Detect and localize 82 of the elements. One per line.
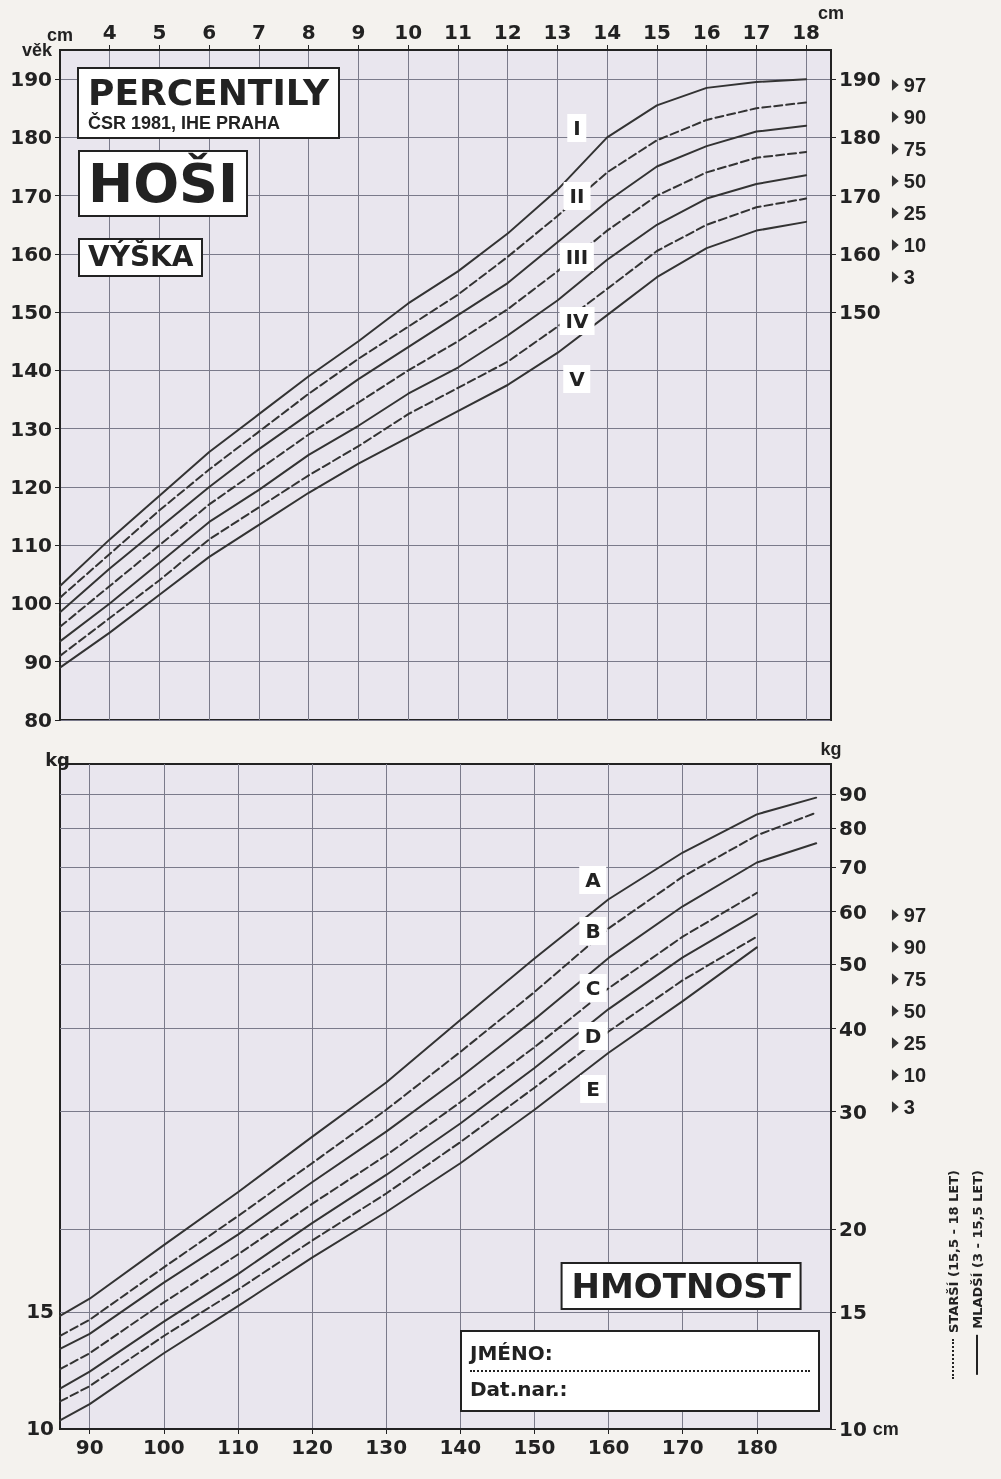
annotation: JMÉNO: [470, 1336, 810, 1372]
y-tick-label: 100 [10, 591, 52, 616]
x-tick-label: 7 [252, 20, 266, 44]
x-tick-label: 6 [202, 20, 217, 44]
annotation: A [579, 866, 607, 894]
x-tick-label: 130 [365, 1435, 408, 1459]
annotation: HOŠI [78, 150, 249, 218]
x-tick-label: 4 [102, 20, 117, 44]
y-tick-label: 150 [10, 300, 52, 325]
y-tick-label: 140 [10, 358, 52, 383]
y-axis-title: kg [820, 739, 842, 759]
y-tick-label: 120 [10, 474, 52, 499]
y-tick-label: 15 [839, 1299, 867, 1324]
y-tick-label: 10 [839, 1417, 867, 1441]
text: STARŠÍ (15,5 - 18 LET) [946, 1170, 961, 1334]
legend-label: 50 [903, 170, 926, 192]
x-tick-label: 17 [742, 20, 771, 44]
legend-label: 50 [903, 1000, 926, 1022]
x-tick-label: 150 [513, 1435, 556, 1459]
legend-label: 25 [903, 202, 926, 224]
y-tick-label: 90 [24, 649, 52, 674]
x-tick-label: 120 [291, 1435, 333, 1459]
legend-label: 97 [903, 74, 926, 96]
y-tick-label: 190 [10, 67, 52, 92]
x-tick-label: 14 [593, 20, 622, 44]
x-tick-label: 170 [661, 1435, 704, 1459]
annotation: I [567, 114, 587, 142]
annotation: III [559, 243, 595, 271]
x-tick-label: 90 [75, 1435, 104, 1459]
y-tick-label: 40 [839, 1016, 867, 1041]
legend-label: 10 [903, 234, 926, 256]
y-tick-label: 180 [10, 125, 52, 150]
legend-label: 10 [903, 1064, 926, 1086]
annotation: B [579, 917, 607, 945]
y-tick-label: 30 [839, 1099, 867, 1124]
x-tick-label: 100 [142, 1435, 185, 1459]
annotation: VÝŠKA [78, 238, 204, 277]
y-tick-label: 110 [10, 533, 52, 558]
text: PERCENTILY [88, 71, 331, 113]
y-tick-label: 70 [839, 855, 867, 880]
x-tick-label: 5 [152, 20, 167, 44]
y-tick-label: 90 [839, 782, 867, 807]
text: MLADŠÍ (3 - 15,5 LET) [970, 1170, 985, 1329]
legend-label: 3 [903, 266, 915, 288]
legend-label: 25 [903, 1032, 926, 1054]
x-tick-label: 15 [642, 20, 671, 44]
annotation: II [563, 182, 591, 210]
y-tick-label: 80 [24, 708, 52, 732]
legend-label: 90 [903, 106, 926, 128]
legend-label: 90 [903, 936, 926, 958]
annotation: V [563, 365, 591, 393]
annotation: C [579, 974, 607, 1002]
x-tick-label: 10 [394, 20, 423, 44]
legend-label: 3 [903, 1096, 915, 1118]
x-tick-label: 9 [351, 20, 366, 44]
x-tick-label: 110 [217, 1435, 259, 1459]
legend-label: 97 [903, 904, 926, 926]
y-tick-label: 80 [839, 816, 867, 841]
annotation: E [580, 1075, 606, 1103]
x-tick-label: 8 [301, 20, 316, 44]
text: HMOTNOST [571, 1266, 792, 1306]
x-tick-label: 160 [587, 1435, 630, 1459]
y-tick-label: 60 [839, 899, 867, 924]
x-tick-label: 11 [444, 20, 472, 44]
x-tick-label: 16 [692, 20, 721, 44]
y-tick-label: 130 [10, 416, 52, 441]
y-tick-label: 160 [10, 241, 52, 266]
y-tick-label: 20 [839, 1216, 867, 1241]
annotation: Dat.nar.: [470, 1376, 569, 1403]
x-tick-label: 180 [735, 1435, 778, 1459]
y-tick-label: 50 [839, 952, 867, 977]
text: ČSR 1981, IHE PRAHA [88, 112, 281, 133]
annotation: IV [559, 307, 595, 335]
legend-label: 75 [903, 138, 926, 160]
x-axis-title: cm [872, 1419, 899, 1439]
legend-label: 75 [903, 968, 926, 990]
annotation: D [578, 1022, 608, 1050]
x-tick-label: 140 [439, 1435, 482, 1459]
x-tick-label: 13 [543, 20, 572, 44]
y-tick-label: 170 [10, 183, 52, 208]
name-form: JMÉNO: Dat.nar.: [460, 1330, 820, 1412]
x-tick-label: 12 [493, 20, 522, 44]
